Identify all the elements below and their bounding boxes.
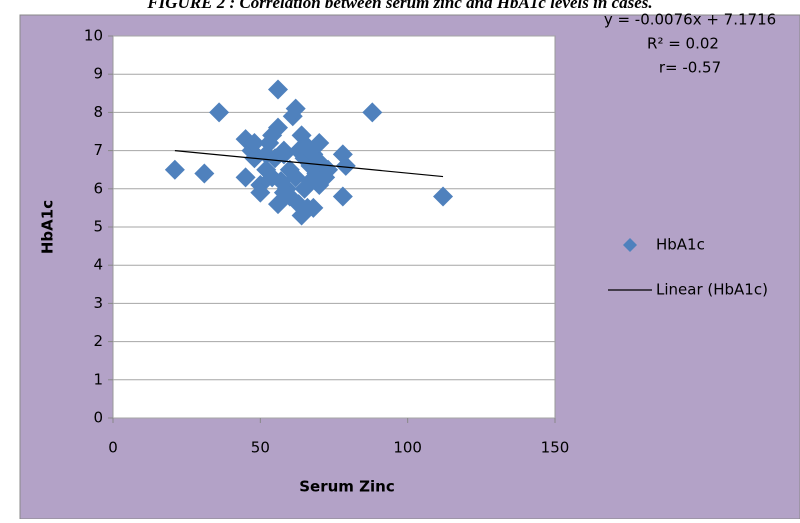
data-point: [194, 163, 215, 184]
data-point: [285, 98, 306, 119]
data-point: [244, 132, 265, 153]
data-point: [335, 155, 356, 176]
data-point: [273, 182, 294, 203]
data-point: [268, 79, 289, 100]
y-tick-label: 7: [93, 141, 103, 159]
x-tick-label: 100: [393, 439, 422, 457]
data-point: [309, 152, 330, 173]
data-point: [362, 102, 383, 123]
data-point: [309, 132, 330, 153]
y-tick-label: 9: [93, 65, 103, 83]
legend-label: HbA1c: [656, 236, 705, 254]
annotation: r= -0.57: [659, 59, 721, 77]
legend-label: Linear (HbA1c): [656, 281, 768, 299]
y-tick-label: 2: [93, 332, 103, 350]
data-point: [164, 159, 185, 180]
data-point: [262, 167, 283, 188]
y-tick-label: 8: [93, 103, 103, 121]
y-tick-label: 10: [84, 27, 103, 45]
x-tick-label: 0: [108, 439, 118, 457]
trend-line: [174, 150, 444, 178]
x-tick-label: 50: [251, 439, 270, 457]
x-axis-label: Serum Zinc: [299, 478, 395, 496]
annotation: R² = 0.02: [647, 35, 719, 53]
y-tick-label: 6: [93, 179, 103, 197]
y-axis-label: HbA1c: [39, 200, 57, 254]
y-tick-label: 5: [93, 218, 103, 236]
data-point: [235, 167, 256, 188]
data-point: [273, 140, 294, 161]
data-point: [433, 186, 454, 207]
data-point: [241, 140, 262, 161]
data-point: [250, 182, 271, 203]
data-point: [297, 197, 318, 218]
x-tick-label: 150: [541, 439, 570, 457]
annotation: y = -0.0076x + 7.1716: [604, 11, 776, 29]
data-point: [285, 167, 306, 188]
y-tick-label: 4: [93, 256, 103, 274]
legend-marker: [623, 238, 637, 252]
data-point: [209, 102, 230, 123]
y-tick-label: 3: [93, 294, 103, 312]
y-tick-label: 0: [93, 409, 103, 427]
data-point: [332, 186, 353, 207]
data-point: [268, 117, 289, 138]
y-tick-label: 1: [93, 370, 103, 388]
chart-title: FIGURE 2 : Correlation between serum zin…: [146, 0, 652, 12]
